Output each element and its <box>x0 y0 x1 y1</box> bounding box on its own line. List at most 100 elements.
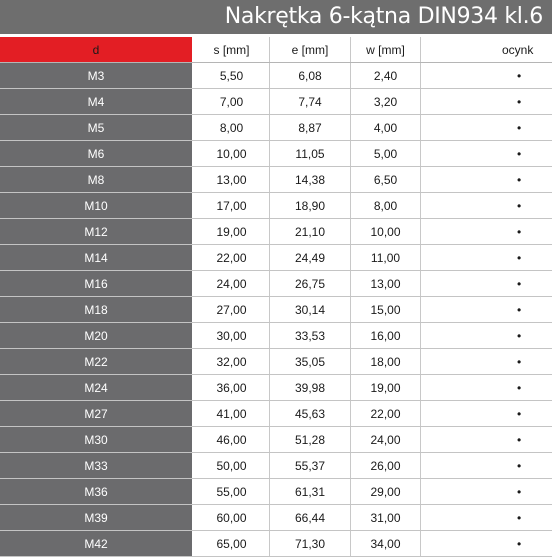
cell-s: 17,00 <box>194 193 270 218</box>
cell-w: 29,00 <box>351 479 421 504</box>
cell-ocynk: • <box>517 354 522 369</box>
cell-ocynk: • <box>517 68 522 83</box>
cell-size: M24 <box>0 375 194 400</box>
cell-e: 11,05 <box>270 141 351 166</box>
cell-ocynk: • <box>517 224 522 239</box>
table-row: M20 30,00 33,53 16,00 • <box>0 323 552 349</box>
cell-w: 16,00 <box>351 323 421 348</box>
cell-s: 27,00 <box>194 297 270 322</box>
table-row: M12 19,00 21,10 10,00 • <box>0 219 552 245</box>
header-e: e [mm] <box>270 37 351 62</box>
cell-size: M14 <box>0 245 194 270</box>
table-row: M16 24,00 26,75 13,00 • <box>0 271 552 297</box>
cell-e: 45,63 <box>270 401 351 426</box>
cell-size: M42 <box>0 531 194 556</box>
table-row: M27 41,00 45,63 22,00 • <box>0 401 552 427</box>
table-row: M42 65,00 71,30 34,00 • <box>0 531 552 557</box>
cell-w: 4,00 <box>351 115 421 140</box>
cell-w: 2,40 <box>351 63 421 88</box>
cell-s: 46,00 <box>194 427 270 452</box>
cell-s: 36,00 <box>194 375 270 400</box>
cell-w: 5,00 <box>351 141 421 166</box>
cell-ocynk: • <box>517 276 522 291</box>
cell-e: 51,28 <box>270 427 351 452</box>
title-bar: Nakrętka 6-kątna DIN934 kl.6 <box>0 0 552 34</box>
cell-size: M20 <box>0 323 194 348</box>
cell-w: 6,50 <box>351 167 421 192</box>
cell-s: 19,00 <box>194 219 270 244</box>
cell-ocynk: • <box>517 484 522 499</box>
cell-s: 13,00 <box>194 167 270 192</box>
cell-size: M6 <box>0 141 194 166</box>
table-row: M14 22,00 24,49 11,00 • <box>0 245 552 271</box>
cell-ocynk: • <box>517 146 522 161</box>
cell-e: 55,37 <box>270 453 351 478</box>
cell-e: 30,14 <box>270 297 351 322</box>
cell-size: M36 <box>0 479 194 504</box>
cell-e: 18,90 <box>270 193 351 218</box>
cell-s: 41,00 <box>194 401 270 426</box>
cell-size: M12 <box>0 219 194 244</box>
cell-ocynk: • <box>517 302 522 317</box>
table-row: M22 32,00 35,05 18,00 • <box>0 349 552 375</box>
cell-e: 7,74 <box>270 89 351 114</box>
table-row: M10 17,00 18,90 8,00 • <box>0 193 552 219</box>
cell-w: 34,00 <box>351 531 421 556</box>
cell-s: 8,00 <box>194 115 270 140</box>
cell-s: 5,50 <box>194 63 270 88</box>
cell-w: 24,00 <box>351 427 421 452</box>
table-row: M4 7,00 7,74 3,20 • <box>0 89 552 115</box>
table-body: M3 5,50 6,08 2,40 • M4 7,00 7,74 3,20 • M5 8,00 8,87… <box>0 63 552 557</box>
cell-ocynk: • <box>517 536 522 551</box>
cell-e: 26,75 <box>270 271 351 296</box>
table-row: M18 27,00 30,14 15,00 • <box>0 297 552 323</box>
header-ocynk: ocynk <box>502 42 534 57</box>
cell-s: 24,00 <box>194 271 270 296</box>
cell-e: 61,31 <box>270 479 351 504</box>
cell-s: 65,00 <box>194 531 270 556</box>
cell-size: M22 <box>0 349 194 374</box>
cell-size: M10 <box>0 193 194 218</box>
cell-w: 10,00 <box>351 219 421 244</box>
spec-table: d s [mm] e [mm] w [mm] ocynk M3 5,50 6,08 2… <box>0 37 552 557</box>
cell-e: 6,08 <box>270 63 351 88</box>
table-row: M24 36,00 39,98 19,00 • <box>0 375 552 401</box>
cell-ocynk: • <box>517 380 522 395</box>
cell-e: 35,05 <box>270 349 351 374</box>
cell-size: M33 <box>0 453 194 478</box>
cell-ocynk: • <box>517 172 522 187</box>
cell-e: 33,53 <box>270 323 351 348</box>
cell-w: 3,20 <box>351 89 421 114</box>
table-row: M36 55,00 61,31 29,00 • <box>0 479 552 505</box>
cell-e: 24,49 <box>270 245 351 270</box>
cell-w: 11,00 <box>351 245 421 270</box>
table-row: M39 60,00 66,44 31,00 • <box>0 505 552 531</box>
table-row: M30 46,00 51,28 24,00 • <box>0 427 552 453</box>
cell-w: 13,00 <box>351 271 421 296</box>
table-row: M5 8,00 8,87 4,00 • <box>0 115 552 141</box>
cell-ocynk: • <box>517 120 522 135</box>
cell-w: 22,00 <box>351 401 421 426</box>
cell-ocynk: • <box>517 328 522 343</box>
cell-ocynk: • <box>517 198 522 213</box>
cell-size: M30 <box>0 427 194 452</box>
cell-s: 10,00 <box>194 141 270 166</box>
cell-s: 22,00 <box>194 245 270 270</box>
cell-ocynk: • <box>517 458 522 473</box>
cell-w: 8,00 <box>351 193 421 218</box>
cell-s: 7,00 <box>194 89 270 114</box>
cell-size: M3 <box>0 63 194 88</box>
cell-ocynk: • <box>517 510 522 525</box>
cell-ocynk: • <box>517 406 522 421</box>
header-w: w [mm] <box>351 37 421 62</box>
cell-e: 8,87 <box>270 115 351 140</box>
cell-w: 26,00 <box>351 453 421 478</box>
cell-size: M4 <box>0 89 194 114</box>
cell-w: 15,00 <box>351 297 421 322</box>
table-row: M3 5,50 6,08 2,40 • <box>0 63 552 89</box>
cell-e: 21,10 <box>270 219 351 244</box>
cell-w: 19,00 <box>351 375 421 400</box>
cell-e: 14,38 <box>270 167 351 192</box>
cell-s: 30,00 <box>194 323 270 348</box>
